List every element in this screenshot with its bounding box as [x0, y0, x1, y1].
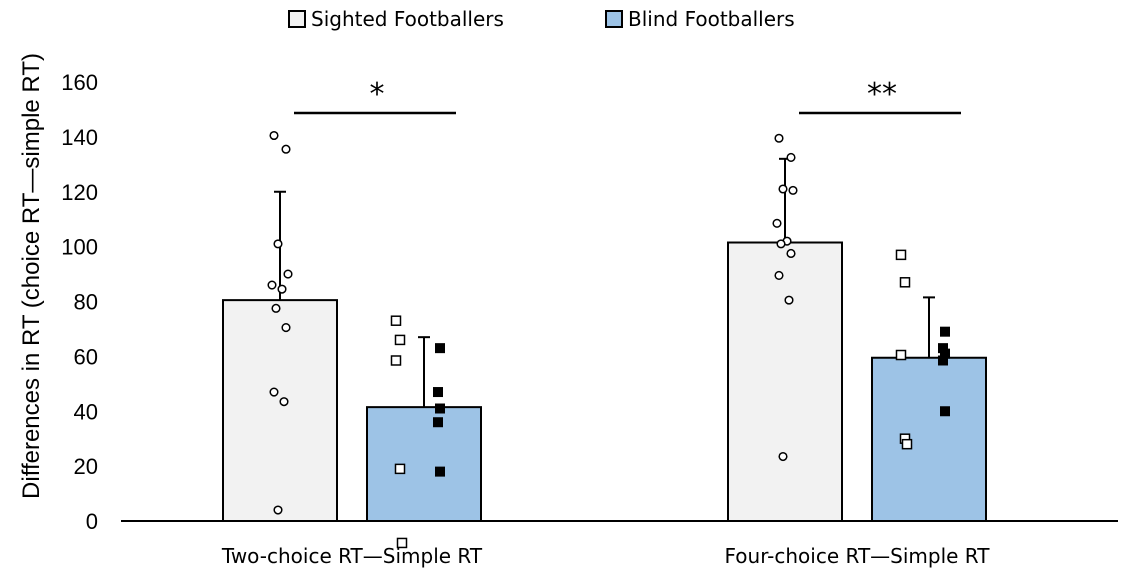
data-point-circle: [778, 451, 788, 462]
y-tick-label: 20: [74, 454, 98, 479]
legend-swatch-sighted: [288, 10, 306, 28]
data-point-filled-square: [433, 387, 443, 398]
legend-label-blind: Blind Footballers: [628, 7, 795, 31]
data-point-filled-square: [938, 355, 948, 366]
data-point-circle: [273, 239, 283, 249]
data-point-circle: [774, 133, 784, 143]
bar-sighted-0: [222, 299, 338, 522]
data-point-open-square: [394, 334, 406, 346]
data-point-circle: [269, 387, 279, 397]
y-tick-label: 60: [74, 344, 98, 369]
y-axis-label: Differences in RT (choice RT—simple RT): [18, 53, 45, 499]
data-point-circle: [786, 152, 796, 163]
data-point-open-square: [895, 349, 907, 361]
data-point-filled-square: [435, 343, 445, 354]
bar-blind-1: [871, 356, 987, 523]
y-tick-label: 120: [61, 180, 98, 205]
y-tick-label: 0: [86, 509, 98, 534]
y-tick-label: 140: [61, 125, 98, 150]
y-tick-label: 40: [74, 399, 98, 424]
significance-label: **: [867, 77, 897, 112]
data-point-filled-square: [435, 466, 445, 477]
data-point-open-square: [390, 355, 402, 366]
y-tick-label: 160: [61, 70, 98, 95]
data-point-circle: [776, 239, 786, 249]
data-point-open-square: [390, 315, 402, 326]
bars: [222, 241, 987, 523]
data-point-circle: [279, 397, 289, 407]
data-point-circle: [271, 303, 281, 313]
data-point-open-square: [394, 463, 406, 475]
data-point-circle: [283, 269, 293, 279]
data-point-circle: [281, 144, 291, 154]
data-point-circle: [786, 248, 796, 259]
y-tick-label: 100: [61, 235, 98, 260]
bar-sighted-1: [727, 241, 843, 522]
data-point-filled-square: [433, 417, 443, 428]
data-point-open-square: [895, 249, 907, 261]
data-points: [267, 130, 950, 549]
significance-label: *: [370, 77, 385, 112]
data-point-open-square: [396, 537, 408, 549]
data-point-circle: [273, 505, 283, 515]
category-labels: Two-choice RT—Simple RT Four-choice RT—Si…: [221, 544, 990, 568]
data-point-circle: [772, 218, 782, 228]
legend-label-sighted: Sighted Footballers: [311, 7, 504, 31]
data-point-open-square: [899, 277, 911, 288]
category-label-1: Four-choice RT—Simple RT: [725, 544, 991, 568]
data-point-circle: [281, 323, 291, 333]
significance-markers: * **: [294, 77, 961, 115]
data-point-circle: [788, 185, 798, 195]
data-point-circle: [267, 280, 277, 290]
bar-blind-0: [366, 406, 482, 522]
category-label-0: Two-choice RT—Simple RT: [221, 544, 483, 568]
y-tick-labels: 0 20 40 60 80 100 120 140 160: [61, 70, 98, 534]
legend: Sighted Footballers Blind Footballers: [288, 7, 795, 31]
y-tick-label: 80: [74, 290, 98, 315]
data-point-filled-square: [435, 403, 445, 414]
data-point-circle: [269, 130, 279, 141]
data-point-open-square: [901, 438, 913, 450]
data-point-circle: [778, 184, 788, 194]
data-point-circle: [774, 270, 784, 280]
data-point-filled-square: [940, 406, 950, 417]
data-point-filled-square: [940, 326, 950, 337]
legend-swatch-blind: [605, 10, 623, 28]
data-point-circle: [784, 295, 794, 305]
data-point-circle: [277, 284, 287, 294]
